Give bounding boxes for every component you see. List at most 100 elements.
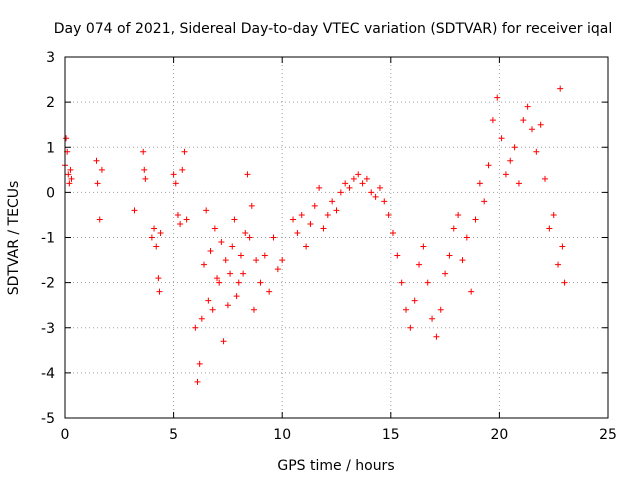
data-point [151, 225, 158, 232]
y-tick-label: -1 [41, 231, 55, 247]
data-point [359, 180, 366, 187]
data-point [437, 306, 444, 313]
data-point [274, 266, 281, 273]
data-point [211, 225, 218, 232]
data-point [524, 103, 531, 110]
data-point [194, 378, 201, 385]
data-point [157, 229, 164, 236]
data-point [403, 306, 410, 313]
data-point [355, 171, 362, 178]
data-point [537, 121, 544, 128]
data-point [346, 184, 353, 191]
data-point [174, 211, 181, 218]
data-point [98, 166, 105, 173]
x-tick-label: 0 [61, 427, 70, 443]
data-point [468, 288, 475, 295]
y-tick-label: -2 [41, 276, 55, 292]
data-point [224, 302, 231, 309]
data-point [350, 175, 357, 182]
data-point [398, 279, 405, 286]
data-point [246, 234, 253, 241]
data-point [207, 248, 214, 255]
data-point [546, 225, 553, 232]
y-tick-label: -5 [41, 411, 55, 427]
data-point [376, 184, 383, 191]
plot-frame [64, 56, 609, 419]
data-point [279, 257, 286, 264]
data-point [368, 189, 375, 196]
data-point [220, 338, 227, 345]
data-point [515, 180, 522, 187]
data-point [446, 252, 453, 259]
data-point [333, 207, 340, 214]
data-point [170, 171, 177, 178]
data-point [372, 193, 379, 200]
data-point [67, 166, 74, 173]
x-tick-label: 25 [599, 427, 617, 443]
data-point [385, 211, 392, 218]
data-point [201, 261, 208, 268]
data-point [394, 252, 401, 259]
data-point [303, 243, 310, 250]
data-point [407, 324, 414, 331]
data-point [324, 211, 331, 218]
data-point [459, 257, 466, 264]
data-point [155, 275, 162, 282]
data-point [498, 135, 505, 142]
data-point [494, 94, 501, 101]
data-point [528, 126, 535, 133]
data-point [557, 85, 564, 92]
data-point [96, 216, 103, 223]
data-point [66, 180, 73, 187]
data-point [227, 270, 234, 277]
data-point [381, 198, 388, 205]
data-point [209, 306, 216, 313]
data-point [242, 229, 249, 236]
y-tick-label: -3 [41, 321, 55, 337]
data-point [222, 257, 229, 264]
data-point [131, 207, 138, 214]
data-point [253, 257, 260, 264]
x-axis-label: GPS time / hours [277, 458, 394, 474]
data-point [248, 202, 255, 209]
data-point [240, 270, 247, 277]
data-point [311, 202, 318, 209]
data-point [559, 243, 566, 250]
data-point [502, 171, 509, 178]
data-point [181, 148, 188, 155]
data-point [68, 175, 75, 182]
y-tick-label: 3 [46, 50, 55, 66]
data-point [250, 306, 257, 313]
data-point [214, 275, 221, 282]
data-point [420, 243, 427, 250]
y-tick-label: 1 [46, 140, 55, 156]
data-point [316, 184, 323, 191]
data-point [94, 180, 101, 187]
data-point [237, 252, 244, 259]
data-point [455, 211, 462, 218]
data-point [270, 234, 277, 241]
data-point [476, 180, 483, 187]
data-point [261, 252, 268, 259]
data-point [229, 243, 236, 250]
data-point [485, 162, 492, 169]
data-point [342, 180, 349, 187]
data-point [179, 166, 186, 173]
data-point [140, 148, 147, 155]
data-point [511, 144, 518, 151]
data-point [520, 117, 527, 124]
data-point [141, 166, 148, 173]
data-point [450, 225, 457, 232]
data-point [542, 175, 549, 182]
data-point [337, 189, 344, 196]
axes-ticks: 0 5 10 15 20 25 -5 -4 -3 -2 -1 0 1 2 3 [41, 50, 617, 443]
chart-title: Day 074 of 2021, Sidereal Day-to-day VTE… [54, 21, 612, 37]
data-point [424, 279, 431, 286]
data-point [93, 157, 100, 164]
data-point [244, 171, 251, 178]
data-point [203, 207, 210, 214]
data-point [320, 225, 327, 232]
data-point [433, 333, 440, 340]
x-tick-label: 15 [382, 427, 400, 443]
